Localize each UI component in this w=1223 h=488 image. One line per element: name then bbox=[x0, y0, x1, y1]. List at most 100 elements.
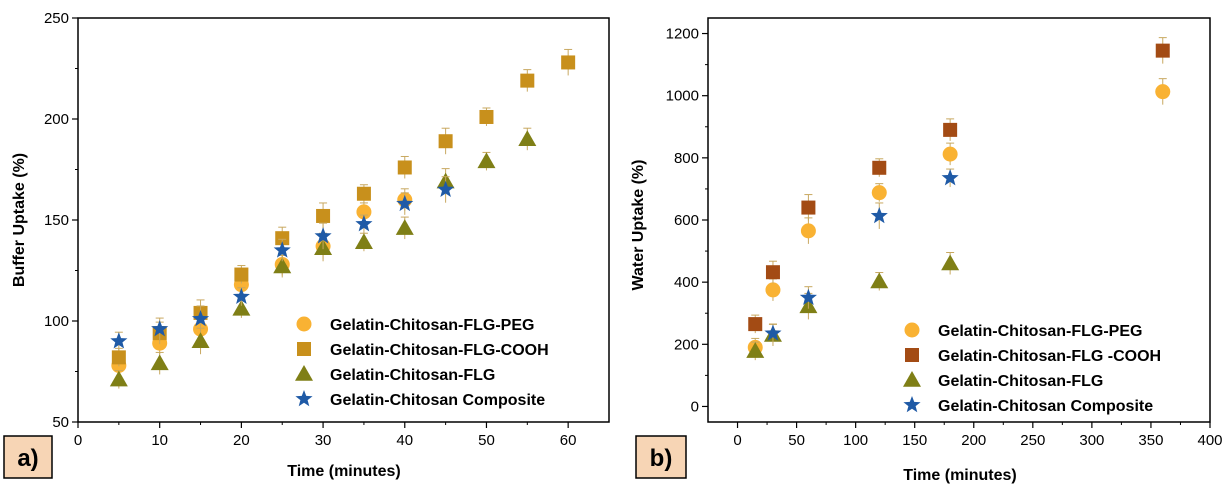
legend-entry: Gelatin-Chitosan-FLG bbox=[330, 367, 495, 384]
data-point-gelatin-chitosan-composite bbox=[799, 288, 817, 305]
x-tick-label: 100 bbox=[843, 432, 868, 449]
legend-entry: Gelatin-Chitosan-FLG -COOH bbox=[938, 348, 1161, 365]
x-tick-label: 350 bbox=[1138, 432, 1163, 449]
x-tick-label: 50 bbox=[478, 432, 495, 449]
data-point-gelatin-chitosan-flg bbox=[941, 254, 960, 271]
data-point-gelatin-chitosan-flg-cooh bbox=[111, 350, 126, 365]
data-point-gelatin-chitosan-flg-peg bbox=[1155, 84, 1171, 100]
chart-panel-a: 0 10 20 30 40 50 60 50 100 150 200 250 Time (minutes… bbox=[3, 10, 610, 480]
legend-marker-gelatin-chitosan-composite bbox=[295, 390, 313, 407]
data-point-gelatin-chitosan-flg-peg bbox=[871, 185, 887, 201]
y-tick-label: 400 bbox=[674, 274, 699, 291]
data-point-gelatin-chitosan-flg-cooh bbox=[943, 122, 958, 137]
data-point-gelatin-chitosan-flg-cooh bbox=[748, 317, 763, 332]
x-tick-label: 300 bbox=[1079, 432, 1104, 449]
series-gelatin-chitosan-flg-cooh bbox=[111, 48, 576, 367]
data-point-gelatin-chitosan-composite bbox=[437, 180, 455, 197]
data-point-gelatin-chitosan-flg bbox=[150, 354, 169, 371]
x-tick-label: 0 bbox=[74, 432, 82, 449]
data-point-gelatin-chitosan-composite bbox=[870, 206, 888, 224]
y-tick-label: 200 bbox=[674, 336, 699, 353]
x-tick-label: 10 bbox=[151, 432, 168, 449]
data-point-gelatin-chitosan-flg-peg bbox=[800, 223, 816, 239]
legend-entry: Gelatin-Chitosan-FLG bbox=[938, 373, 1103, 390]
data-point-gelatin-chitosan-composite bbox=[396, 194, 414, 212]
legend-marker-gelatin-chitosan-flg-peg bbox=[904, 322, 920, 338]
data-point-gelatin-chitosan-flg-cooh bbox=[275, 231, 290, 246]
y-tick-label: 250 bbox=[44, 10, 69, 27]
legend-marker-gelatin-chitosan-flg-cooh bbox=[297, 342, 311, 356]
legend-marker-gelatin-chitosan-flg bbox=[295, 365, 313, 381]
x-tick-label: 0 bbox=[733, 432, 741, 449]
data-point-gelatin-chitosan-flg-cooh bbox=[356, 186, 371, 201]
y-tick-label: 100 bbox=[44, 313, 69, 330]
data-point-gelatin-chitosan-flg-peg bbox=[356, 204, 372, 220]
panel-tag-label: b) bbox=[650, 445, 673, 472]
data-point-gelatin-chitosan-flg bbox=[273, 257, 292, 274]
data-point-gelatin-chitosan-composite bbox=[110, 332, 128, 349]
legend-entry: Gelatin-Chitosan Composite bbox=[938, 398, 1153, 415]
legend-entry: Gelatin-Chitosan-FLG-COOH bbox=[330, 342, 549, 359]
data-point-gelatin-chitosan-flg bbox=[354, 233, 373, 249]
x-tick-label: 150 bbox=[902, 432, 927, 449]
y-tick-label: 200 bbox=[44, 111, 69, 128]
x-axis-title: Time (minutes) bbox=[903, 467, 1017, 484]
data-point-gelatin-chitosan-flg-peg bbox=[765, 282, 781, 298]
y-axis-title: Water Uptake (%) bbox=[630, 160, 647, 291]
data-point-gelatin-chitosan-flg-cooh bbox=[316, 208, 331, 223]
y-tick-label: 1000 bbox=[666, 88, 699, 105]
legend-entry: Gelatin-Chitosan-FLG-PEG bbox=[938, 323, 1142, 340]
data-point-gelatin-chitosan-flg-cooh bbox=[479, 109, 494, 124]
data-point-gelatin-chitosan-composite bbox=[314, 227, 332, 244]
x-tick-label: 50 bbox=[788, 432, 805, 449]
y-axis-title: Buffer Uptake (%) bbox=[11, 153, 28, 287]
y-tick-label: 800 bbox=[674, 150, 699, 167]
data-point-gelatin-chitosan-flg-cooh bbox=[234, 267, 249, 282]
y-tick-label: 1200 bbox=[666, 26, 699, 43]
data-point-gelatin-chitosan-flg bbox=[395, 219, 414, 235]
legend-entry: Gelatin-Chitosan-FLG-PEG bbox=[330, 317, 534, 334]
series-gelatin-chitosan-composite bbox=[764, 168, 959, 343]
x-tick-label: 30 bbox=[315, 432, 332, 449]
data-point-gelatin-chitosan-flg-peg bbox=[942, 146, 958, 162]
data-point-gelatin-chitosan-flg-cooh bbox=[765, 265, 780, 280]
legend-marker-gelatin-chitosan-flg-peg bbox=[296, 316, 312, 332]
data-point-gelatin-chitosan-composite bbox=[232, 287, 250, 305]
x-tick-label: 200 bbox=[961, 432, 986, 449]
data-point-gelatin-chitosan-flg-cooh bbox=[520, 73, 535, 88]
y-tick-label: 50 bbox=[52, 414, 69, 431]
x-axis-title: Time (minutes) bbox=[287, 463, 401, 480]
data-point-gelatin-chitosan-composite bbox=[151, 320, 169, 337]
data-point-gelatin-chitosan-composite bbox=[355, 215, 373, 232]
data-point-gelatin-chitosan-flg bbox=[746, 342, 765, 358]
x-tick-label: 400 bbox=[1197, 432, 1222, 449]
panel-tag-label: a) bbox=[17, 445, 38, 472]
x-tick-label: 20 bbox=[233, 432, 250, 449]
data-point-gelatin-chitosan-flg bbox=[232, 299, 251, 316]
data-point-gelatin-chitosan-flg-cooh bbox=[561, 55, 576, 70]
data-point-gelatin-chitosan-flg bbox=[109, 370, 128, 387]
data-point-gelatin-chitosan-flg-cooh bbox=[872, 160, 887, 175]
legend-marker-gelatin-chitosan-flg bbox=[903, 371, 921, 387]
series-gelatin-chitosan-flg bbox=[746, 252, 960, 361]
y-tick-label: 0 bbox=[691, 398, 699, 415]
legend-entry: Gelatin-Chitosan Composite bbox=[330, 392, 545, 409]
data-point-gelatin-chitosan-flg bbox=[477, 152, 496, 169]
chart-panel-b: 0 50 100 150 200 250 300 350 400 0 200 400 600 800 100… bbox=[630, 17, 1223, 484]
series-gelatin-chitosan-flg-peg bbox=[747, 78, 1171, 357]
data-point-gelatin-chitosan-flg bbox=[870, 272, 889, 289]
data-point-gelatin-chitosan-flg-cooh bbox=[1155, 43, 1170, 58]
data-point-gelatin-chitosan-flg bbox=[191, 332, 210, 348]
y-tick-label: 150 bbox=[44, 212, 69, 229]
series-gelatin-chitosan-composite bbox=[110, 176, 455, 351]
panel-tag-box bbox=[3, 435, 53, 479]
data-point-gelatin-chitosan-flg-cooh bbox=[397, 160, 412, 175]
series-gelatin-chitosan-flg-cooh bbox=[748, 37, 1170, 334]
data-point-gelatin-chitosan-composite bbox=[191, 309, 210, 327]
data-point-gelatin-chitosan-composite bbox=[273, 241, 291, 258]
legend-marker-gelatin-chitosan-flg-cooh bbox=[905, 348, 919, 362]
legend-marker-gelatin-chitosan-composite bbox=[903, 396, 921, 413]
data-point-gelatin-chitosan-composite bbox=[941, 169, 959, 186]
data-point-gelatin-chitosan-flg bbox=[518, 130, 537, 146]
